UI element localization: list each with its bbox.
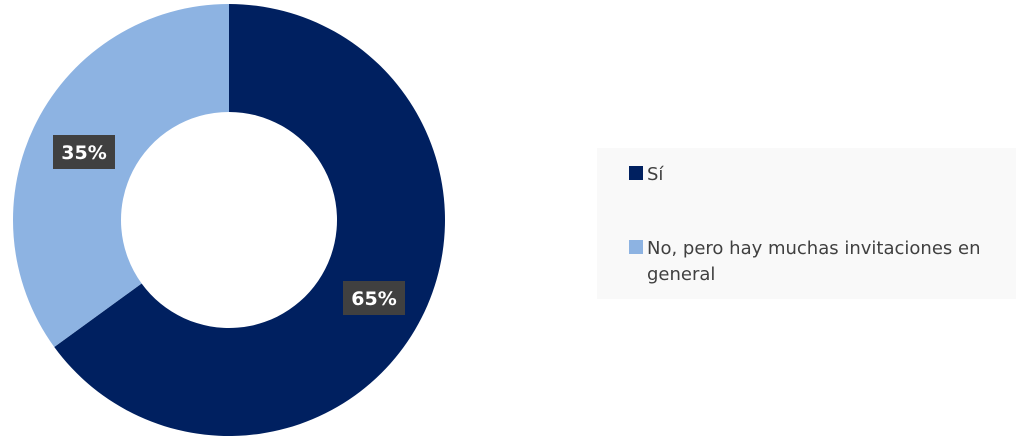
donut-slice-no (13, 4, 230, 347)
legend-label-si: Sí (647, 164, 664, 185)
legend-swatch-no (629, 240, 643, 254)
donut-slice-si (54, 4, 446, 436)
legend: Sí No, pero hay muchas invitaciones en g… (597, 148, 1016, 299)
data-label-si: 65% (343, 281, 405, 315)
data-label-text: 65% (351, 288, 396, 310)
donut-slices (13, 4, 446, 436)
data-label-text: 35% (61, 142, 106, 164)
data-label-box (53, 135, 115, 169)
data-label-box (343, 281, 405, 315)
data-labels: 65% 35% (53, 135, 405, 315)
data-label-no: 35% (53, 135, 115, 169)
legend-item-si: Sí (629, 162, 663, 188)
legend-item-no: No, pero hay muchas invitaciones en gene… (629, 236, 999, 288)
legend-label-no: No, pero hay muchas invitaciones en gene… (647, 238, 981, 285)
legend-swatch-si (629, 166, 643, 180)
